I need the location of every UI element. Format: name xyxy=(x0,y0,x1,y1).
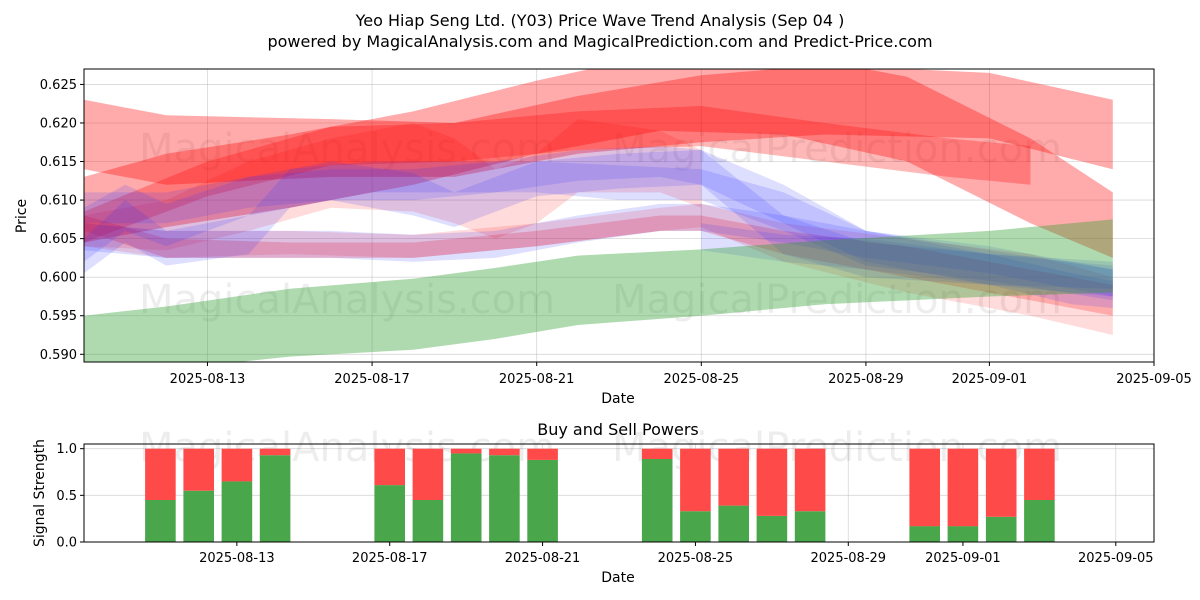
buy-sell-x-tick-label: 2025-09-01 xyxy=(925,551,1001,566)
price-x-tick-label: 2025-08-17 xyxy=(334,372,410,387)
buy-bar xyxy=(145,500,176,542)
price-y-axis-label: Price xyxy=(14,199,30,233)
buy-bar xyxy=(259,455,291,542)
price-y-tick-label: 0.605 xyxy=(40,232,77,247)
buy-sell-x-axis-label: Date xyxy=(601,570,634,586)
price-x-tick-label: 2025-08-25 xyxy=(664,372,740,387)
price-y-tick-label: 0.625 xyxy=(40,78,77,93)
buy-bar xyxy=(756,515,788,542)
chart-title: Yeo Hiap Seng Ltd. (Y03) Price Wave Tren… xyxy=(355,11,845,30)
price-x-tick-label: 2025-08-13 xyxy=(170,372,246,387)
buy-sell-x-tick-label: 2025-08-25 xyxy=(658,551,734,566)
buy-sell-y-ticks: 0.0 0.5 1.0 xyxy=(56,442,84,551)
buy-sell-x-tick-label: 2025-08-13 xyxy=(199,551,275,566)
buy-bar xyxy=(450,453,482,542)
buy-sell-y-tick-label: 0.0 xyxy=(56,536,77,551)
buy-sell-bars xyxy=(145,448,1055,542)
sell-bar xyxy=(909,448,940,527)
sell-bar xyxy=(680,448,711,512)
price-band-green-11 xyxy=(84,219,1113,362)
buy-sell-y-axis-label: Signal Strength xyxy=(32,439,48,547)
buy-bar xyxy=(718,505,749,542)
watermark-text: MagicalAnalysis.com xyxy=(139,126,555,172)
sell-bar xyxy=(259,448,291,456)
price-band-red-4 xyxy=(84,203,1113,335)
price-x-tick-label: 2025-08-21 xyxy=(499,372,575,387)
buy-bar xyxy=(374,485,405,542)
price-wave-chart: MagicalAnalysis.com MagicalPrediction.com… xyxy=(14,68,1192,407)
price-y-tick-label: 0.620 xyxy=(40,116,77,131)
buy-bar xyxy=(794,511,826,542)
sell-bar xyxy=(794,448,826,512)
price-band-red-5 xyxy=(84,215,1113,316)
price-band-blue-8 xyxy=(84,146,1113,308)
sell-bar xyxy=(947,448,979,527)
price-y-tick-label: 0.610 xyxy=(40,194,77,209)
sell-bar xyxy=(450,448,482,454)
watermark-text: MagicalPrediction.com xyxy=(612,277,1062,323)
buy-sell-x-ticks: 2025-08-13 2025-08-17 2025-08-21 2025-08-25… xyxy=(199,542,1154,566)
price-x-tick-label: 2025-09-05 xyxy=(1116,372,1192,387)
price-watermarks: MagicalAnalysis.com MagicalPrediction.com… xyxy=(139,126,1062,323)
chart-subtitle: powered by MagicalAnalysis.com and Magic… xyxy=(267,32,932,51)
buy-bar xyxy=(985,516,1017,542)
sell-bar xyxy=(527,448,558,460)
buy-sell-chart: Buy and Sell Powers MagicalAnalysis.com M… xyxy=(32,420,1155,586)
sell-bar xyxy=(718,448,749,506)
buy-sell-x-tick-label: 2025-09-05 xyxy=(1078,551,1154,566)
sell-bar xyxy=(374,448,405,486)
price-y-tick-label: 0.600 xyxy=(40,271,77,286)
price-band-red-3 xyxy=(84,119,702,251)
sell-bar xyxy=(641,448,673,459)
price-band-blue-6 xyxy=(84,150,1113,297)
sell-bar xyxy=(756,448,788,516)
buy-bar xyxy=(183,490,214,542)
price-y-tick-label: 0.615 xyxy=(40,155,77,170)
price-band-red-1 xyxy=(84,69,1113,258)
price-band-red-0 xyxy=(84,69,1113,185)
watermark-text: MagicalAnalysis.com xyxy=(139,277,555,323)
sell-bar xyxy=(145,448,176,500)
price-grid xyxy=(84,69,1155,362)
buy-sell-x-tick-label: 2025-08-17 xyxy=(352,551,428,566)
price-x-ticks: 2025-08-13 2025-08-17 2025-08-21 2025-08-25… xyxy=(170,362,1192,387)
buy-sell-x-tick-label: 2025-08-29 xyxy=(811,551,887,566)
price-band-blue-9 xyxy=(84,203,1113,297)
buy-sell-x-tick-label: 2025-08-21 xyxy=(505,551,581,566)
watermark-text: MagicalPrediction.com xyxy=(612,126,1062,172)
price-x-tick-label: 2025-08-29 xyxy=(828,372,904,387)
sell-bar xyxy=(985,448,1017,517)
buy-bar xyxy=(947,526,979,542)
buy-bar xyxy=(221,481,253,542)
buy-sell-y-tick-label: 1.0 xyxy=(56,442,77,457)
price-band-blue-7 xyxy=(84,161,1113,301)
price-plot-frame xyxy=(83,68,1155,363)
buy-sell-plot-frame xyxy=(83,443,1155,543)
price-x-tick-label: 2025-09-01 xyxy=(952,372,1028,387)
sell-bar xyxy=(412,448,444,500)
sell-bar xyxy=(489,448,520,456)
buy-bar xyxy=(1024,500,1055,542)
sell-bar xyxy=(221,448,253,482)
price-y-tick-label: 0.595 xyxy=(40,309,77,324)
buy-sell-y-tick-label: 0.5 xyxy=(56,489,77,504)
buy-bar xyxy=(412,500,444,542)
buy-bar xyxy=(527,459,558,542)
buy-bar xyxy=(489,455,520,542)
price-band-blue-10 xyxy=(701,223,1113,289)
price-y-ticks: 0.590 0.595 0.600 0.605 0.610 0.615 0.620 0.625 xyxy=(40,78,84,363)
buy-bar xyxy=(641,458,673,542)
price-x-axis-label: Date xyxy=(601,391,634,407)
price-bands xyxy=(84,69,1113,362)
buy-bar xyxy=(909,526,940,542)
price-y-tick-label: 0.590 xyxy=(40,348,77,363)
sell-bar xyxy=(183,448,214,491)
buy-sell-title: Buy and Sell Powers xyxy=(537,420,699,439)
buy-bar xyxy=(680,511,711,542)
sell-bar xyxy=(1024,448,1055,500)
price-band-red-2 xyxy=(84,106,1031,243)
